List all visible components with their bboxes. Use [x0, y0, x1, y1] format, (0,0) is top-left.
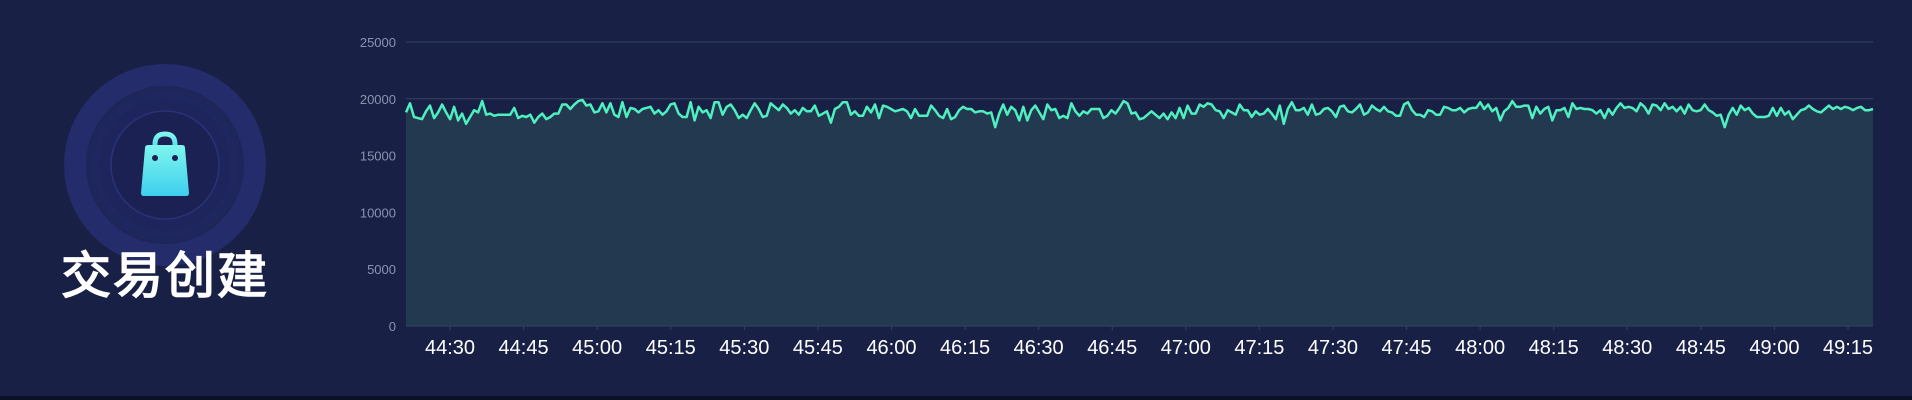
y-tick-label: 25000: [360, 35, 396, 50]
x-tick-label: 48:45: [1676, 337, 1726, 359]
x-tick-label: 45:30: [719, 337, 769, 359]
x-tick-label: 49:00: [1749, 337, 1799, 359]
x-tick-label: 47:15: [1234, 337, 1284, 359]
badge: [62, 62, 268, 268]
x-tick-label: 48:30: [1602, 337, 1652, 359]
x-tick-label: 44:45: [499, 337, 549, 359]
y-axis: 0 5000 10000 15000 20000 25000: [360, 35, 396, 334]
x-tick-label: 46:15: [940, 337, 990, 359]
series-line: [404, 98, 1874, 129]
x-tick-label: 47:00: [1161, 337, 1211, 359]
x-tick-label: 45:00: [572, 337, 622, 359]
y-tick-label: 15000: [360, 149, 396, 164]
shopping-bag-icon: [141, 131, 189, 196]
x-axis: 44:30 44:45 45:00 45:15 45:30 45:45 46:00 46:15…: [425, 326, 1873, 359]
x-tick-label: 47:30: [1308, 337, 1358, 359]
x-tick-label: 46:45: [1087, 337, 1137, 359]
x-tick-label: 48:00: [1455, 337, 1505, 359]
y-tick-label: 10000: [360, 205, 396, 220]
y-tick-label: 20000: [360, 92, 396, 107]
y-tick-label: 0: [389, 319, 396, 334]
x-tick-label: 45:15: [646, 337, 696, 359]
x-tick-label: 46:30: [1014, 337, 1064, 359]
widget-title: 交易创建: [61, 247, 269, 305]
x-tick-label: 48:15: [1529, 337, 1579, 359]
x-tick-label: 49:15: [1823, 337, 1873, 359]
x-tick-label: 44:30: [425, 337, 475, 359]
badge-rings: [64, 64, 266, 266]
panel-divider: [0, 396, 1912, 400]
x-tick-label: 47:45: [1382, 337, 1432, 359]
area-fill: [406, 99, 1873, 327]
x-tick-label: 45:45: [793, 337, 843, 359]
y-tick-label: 5000: [367, 262, 396, 277]
x-tick-label: 46:00: [866, 337, 916, 359]
